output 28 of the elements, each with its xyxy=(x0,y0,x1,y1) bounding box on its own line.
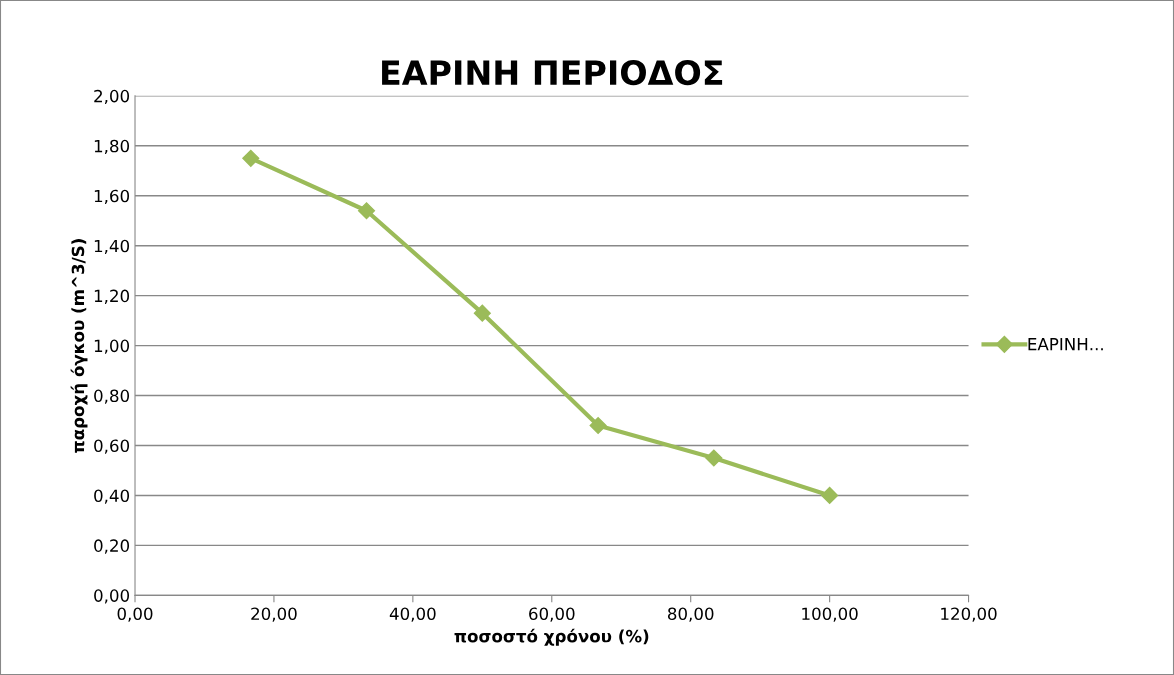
point xyxy=(473,304,491,322)
point xyxy=(821,486,839,505)
x-axis-title: ποσοστό χρόνου (%) xyxy=(454,628,649,646)
point xyxy=(589,416,607,435)
y-tick-label: 1,20 xyxy=(94,289,130,304)
x-tick-label: 100,00 xyxy=(802,607,858,622)
y-tick-label: 1,60 xyxy=(94,189,130,205)
x-tick-label: 80,00 xyxy=(667,607,714,622)
y-tick-label: 1,00 xyxy=(94,339,130,354)
y-tick-label: 0,80 xyxy=(94,389,130,404)
x-tick-label: 120,00 xyxy=(941,607,997,622)
y-tick-label: 0,00 xyxy=(94,589,130,604)
x-tick-label: 40,00 xyxy=(389,607,436,622)
point xyxy=(705,449,723,467)
y-tick-label: 1,40 xyxy=(94,239,130,254)
y-axis-title: παροχή όγκου (m^3/S) xyxy=(70,239,88,453)
x-tick-label: 20,00 xyxy=(251,607,297,622)
point xyxy=(357,202,376,220)
legend-label: ΕΑΡΙΝΗ... xyxy=(1028,338,1103,351)
chart-title: ΕΑΡΙΝΗ ΠΕΡΙΟΔΟΣ xyxy=(382,60,723,86)
x-tick-label: 0,00 xyxy=(117,607,153,622)
y-tick-label: 0,40 xyxy=(94,489,130,504)
y-tick-label: 2,00 xyxy=(94,89,130,105)
y-tick-label: 0,60 xyxy=(94,439,130,454)
x-tick-label: 60,00 xyxy=(529,607,575,622)
point xyxy=(242,149,260,167)
y-tick-label: 0,20 xyxy=(94,539,130,554)
y-tick-label: 1,80 xyxy=(94,139,130,155)
